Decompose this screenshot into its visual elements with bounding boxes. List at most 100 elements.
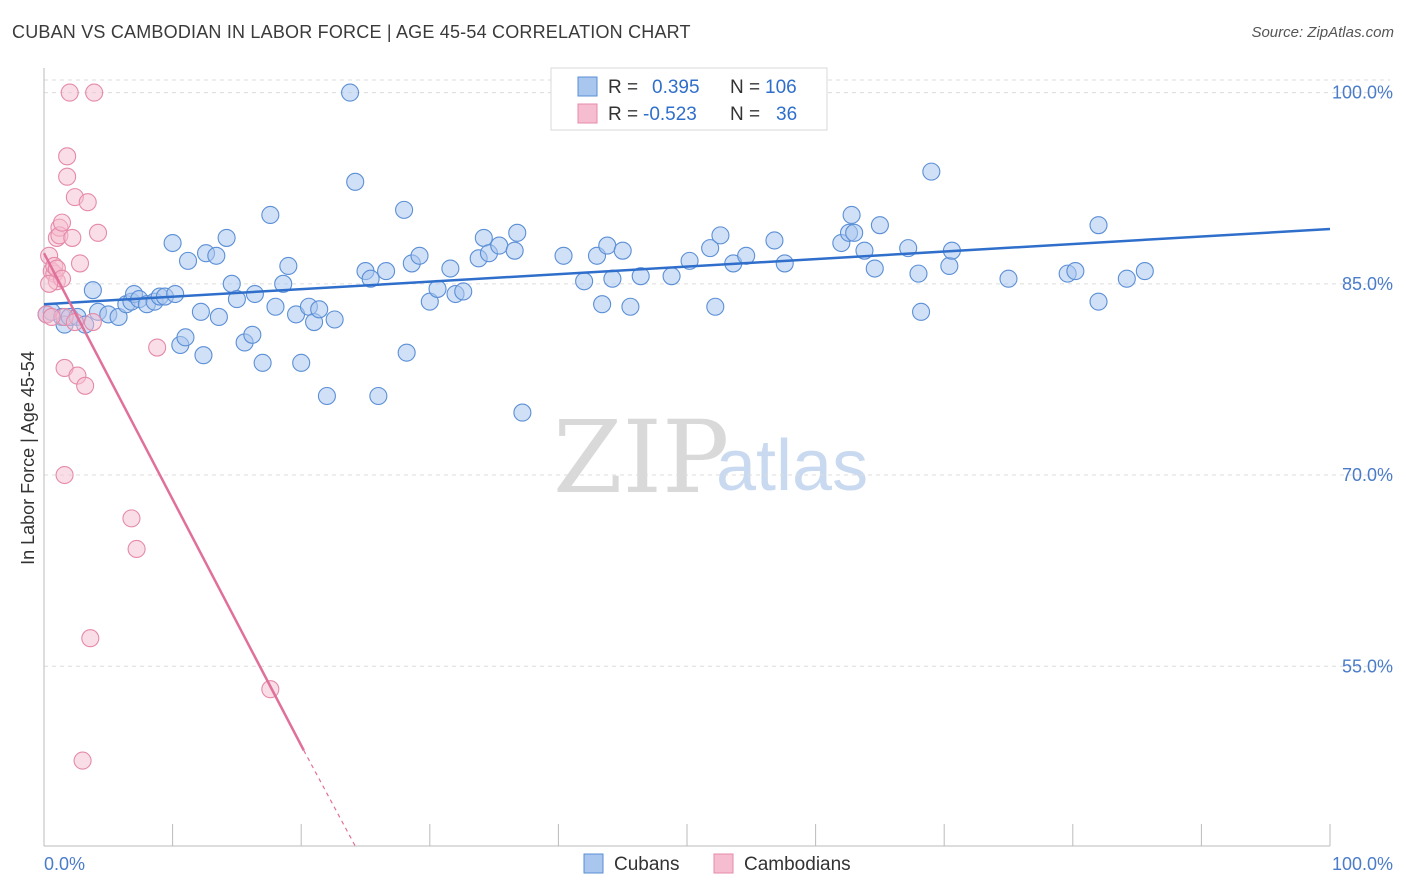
cubans-point	[621, 297, 640, 316]
cambodians-points	[37, 83, 280, 770]
stats-r-value-cubans: 0.395	[652, 77, 700, 98]
cubans-point	[598, 236, 617, 255]
cambodians-point	[70, 254, 90, 273]
cubans-point	[253, 353, 272, 372]
cubans-point	[593, 295, 612, 314]
cubans-point	[631, 267, 650, 286]
cubans-point	[369, 386, 388, 406]
cubans-point	[207, 246, 226, 265]
cubans-point	[266, 297, 285, 316]
legend-swatch-cambodians	[713, 853, 734, 874]
cubans-point	[395, 200, 414, 219]
stats-r-label-cubans: R =	[608, 77, 638, 98]
cubans-point	[842, 205, 861, 225]
cubans-point	[428, 279, 447, 298]
cubans-point	[711, 226, 730, 245]
cambodians-point	[88, 223, 108, 242]
stats-n-label-cubans: N =	[730, 77, 760, 98]
y-tick-labels: 55.0% 70.0% 85.0% 100.0%	[1332, 83, 1393, 677]
cubans-point	[410, 246, 429, 265]
cambodians-trend-extension	[303, 750, 356, 847]
cubans-point	[441, 259, 460, 278]
cubans-points	[37, 83, 1154, 422]
cubans-point	[317, 386, 336, 406]
cubans-point	[940, 256, 959, 276]
cambodians-point	[73, 751, 92, 770]
cubans-point	[912, 302, 931, 321]
cubans-point	[513, 403, 532, 422]
legend-label-cubans: Cubans	[614, 854, 680, 875]
cambodians-point	[78, 193, 97, 212]
cambodians-point	[63, 228, 82, 247]
cubans-point	[191, 302, 210, 321]
y-tick-label-3: 100.0%	[1332, 83, 1393, 103]
cambodians-point	[55, 465, 74, 485]
cambodians-point	[52, 213, 72, 232]
axes	[43, 68, 1331, 847]
trend-lines	[42, 227, 1331, 847]
cubans-point	[341, 83, 360, 102]
cubans-point	[279, 256, 298, 276]
cubans-point	[292, 353, 311, 372]
cubans-point	[490, 236, 509, 255]
stats-n-value-cambodians: 36	[776, 104, 797, 125]
x-tick-labels: 0.0% 100.0%	[44, 854, 1393, 874]
cubans-point	[222, 274, 241, 293]
cubans-point	[176, 328, 195, 347]
stats-r-value-cambodians: -0.523	[643, 104, 697, 125]
cubans-point	[1117, 269, 1136, 288]
cubans-point	[377, 262, 396, 281]
cubans-point	[227, 290, 246, 309]
source-credit: Source: ZipAtlas.com	[1251, 24, 1394, 41]
cambodians-point	[60, 83, 79, 102]
gridlines	[44, 79, 1390, 667]
stats-swatch-cubans	[577, 76, 598, 97]
cubans-point	[701, 239, 720, 258]
cubans-point	[325, 310, 344, 329]
cubans-point	[474, 228, 493, 247]
cambodians-point	[58, 167, 77, 186]
cubans-point	[554, 246, 573, 265]
cambodians-point	[85, 83, 104, 102]
legend-label-cambodians: Cambodians	[744, 854, 851, 875]
cambodians-point	[148, 338, 167, 357]
y-tick-label-2: 85.0%	[1342, 274, 1393, 294]
cubans-point	[166, 284, 185, 304]
cubans-point	[397, 343, 416, 362]
cubans-point	[775, 254, 794, 273]
cambodians-point	[83, 313, 102, 332]
cubans-point	[613, 241, 632, 260]
cambodians-point	[40, 274, 59, 293]
cubans-point	[361, 269, 380, 288]
stats-r-label-cambodians: R =	[608, 104, 638, 125]
cubans-point	[217, 228, 236, 247]
stats-n-value-cubans: 106	[765, 77, 797, 98]
watermark-atlas: atlas	[716, 426, 868, 506]
cubans-point	[245, 284, 264, 304]
cubans-point	[999, 269, 1018, 288]
cubans-point	[575, 272, 594, 291]
cambodians-trend-line	[42, 252, 305, 751]
cubans-point	[178, 251, 198, 270]
cubans-point	[765, 231, 784, 250]
x-tick-label-1: 100.0%	[1332, 854, 1393, 874]
cubans-point	[508, 223, 527, 242]
cubans-point	[909, 264, 928, 283]
stats-legend: R = 0.395 N = 106 R = -0.523 N = 36	[550, 67, 828, 131]
cubans-point	[870, 216, 889, 235]
legend-swatch-cubans	[583, 853, 604, 874]
watermark-zip: ZIP	[553, 399, 729, 516]
cubans-point	[1066, 262, 1085, 281]
cubans-point	[865, 259, 884, 278]
chart-title: CUBAN VS CAMBODIAN IN LABOR FORCE | AGE …	[12, 22, 691, 42]
cambodians-point	[76, 376, 95, 395]
cubans-point	[261, 205, 280, 225]
stats-n-label-cambodians: N =	[730, 104, 760, 125]
cubans-point	[505, 241, 524, 260]
cambodians-point	[81, 629, 100, 648]
cambodians-point	[58, 147, 77, 166]
cubans-point	[662, 267, 681, 286]
cubans-point	[1089, 292, 1108, 311]
cubans-point	[194, 346, 213, 365]
